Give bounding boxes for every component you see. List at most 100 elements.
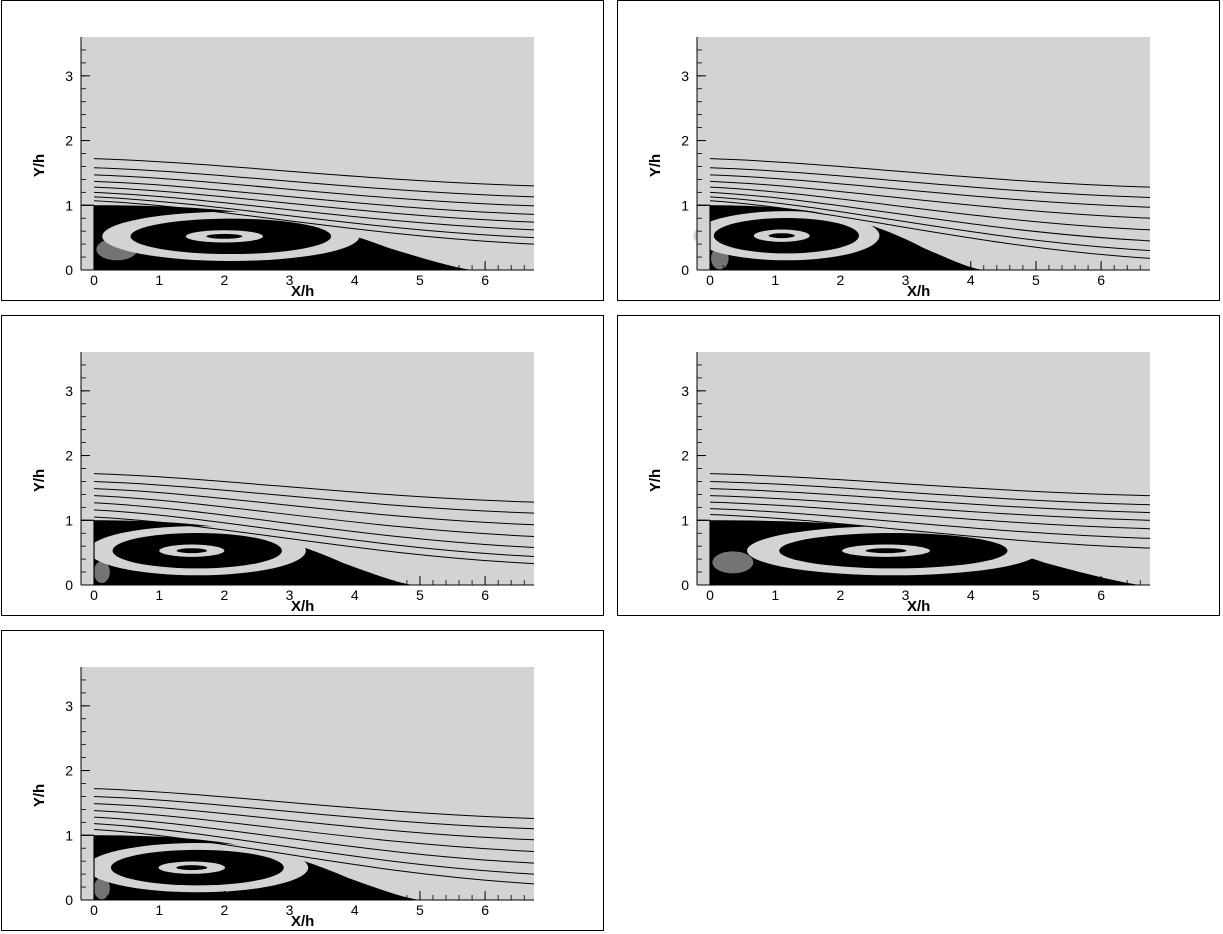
secondary-vortex — [711, 247, 729, 270]
streamline — [94, 495, 535, 537]
x-axis-title: X/h — [907, 283, 930, 300]
vortex-core — [206, 233, 243, 239]
x-axis-title: X/h — [291, 913, 314, 930]
x-tick-label: 3 — [902, 587, 910, 603]
y-tick-label: 0 — [681, 577, 689, 593]
streamline — [710, 180, 1151, 219]
y-tick-label: 3 — [681, 68, 689, 84]
streamline — [710, 191, 1151, 242]
y-tick-label: 3 — [65, 68, 73, 84]
reattachment-streamline — [289, 888, 414, 901]
vortex-core — [176, 548, 208, 554]
x-tick-label: 4 — [967, 587, 975, 603]
x-tick-label: 0 — [90, 272, 98, 288]
streamline — [94, 828, 535, 885]
y-tick-label: 3 — [681, 383, 689, 399]
x-tick-label: 1 — [771, 587, 779, 603]
streamline — [94, 200, 535, 245]
y-axis-title: Y/h — [647, 469, 664, 492]
x-tick-label: 6 — [481, 587, 489, 603]
plot-panel-5: 0 1 2 3 4 5 6 0 1 2 3 X/h Y/h — [1, 630, 604, 931]
streamline — [710, 480, 1151, 506]
streamline — [94, 196, 535, 239]
x-tick-label: 2 — [220, 587, 228, 603]
x-tick-label: 5 — [1032, 272, 1040, 288]
x-tick-label: 4 — [351, 902, 359, 918]
x-tick-label: 4 — [351, 272, 359, 288]
streamline — [94, 488, 535, 526]
streamline — [94, 158, 535, 187]
y-tick-label: 3 — [65, 698, 73, 714]
x-tick-label: 5 — [416, 902, 424, 918]
x-axis-title: X/h — [907, 598, 930, 615]
plot-panel-1: 0 1 2 3 4 5 6 0 1 2 3 X/h Y/h — [1, 0, 604, 301]
streamline — [710, 158, 1151, 188]
x-tick-label: 1 — [155, 587, 163, 603]
streamline — [710, 501, 1151, 530]
secondary-vortex — [96, 238, 138, 261]
streamline — [710, 174, 1151, 208]
x-tick-label: 2 — [836, 272, 844, 288]
x-tick-label: 3 — [902, 272, 910, 288]
streamline — [94, 180, 535, 215]
streamline — [710, 186, 1151, 231]
y-tick-label: 2 — [65, 133, 73, 149]
streamline — [94, 174, 535, 207]
x-tick-label: 4 — [967, 272, 975, 288]
y-tick-label: 2 — [681, 448, 689, 464]
y-tick-label: 0 — [65, 892, 73, 908]
streamline — [94, 509, 535, 558]
secondary-vortex — [93, 877, 110, 900]
vortex-core — [768, 233, 795, 239]
x-tick-label: 6 — [481, 902, 489, 918]
y-axis-title: Y/h — [31, 469, 48, 492]
x-tick-label: 1 — [155, 272, 163, 288]
secondary-vortex — [712, 551, 754, 574]
streamline — [94, 803, 535, 841]
streamline — [94, 473, 535, 503]
y-tick-label: 2 — [65, 448, 73, 464]
plot-panel-4: 0 1 2 3 4 5 6 0 1 2 3 X/h Y/h — [617, 315, 1220, 616]
x-tick-label: 0 — [706, 587, 714, 603]
x-tick-label: 6 — [1097, 587, 1105, 603]
streamline — [710, 495, 1151, 521]
streamline — [94, 810, 535, 852]
y-axis-title: Y/h — [647, 154, 664, 177]
y-tick-label: 1 — [681, 197, 689, 213]
streamline — [710, 473, 1151, 497]
y-tick-label: 2 — [65, 763, 73, 779]
streamline — [710, 200, 1151, 259]
streamline — [710, 508, 1151, 539]
y-tick-label: 0 — [681, 262, 689, 278]
streamline — [94, 167, 535, 198]
x-tick-label: 3 — [286, 902, 294, 918]
x-tick-label: 0 — [90, 587, 98, 603]
x-tick-label: 5 — [416, 272, 424, 288]
y-tick-label: 2 — [681, 133, 689, 149]
streamline — [710, 488, 1151, 514]
x-tick-label: 6 — [481, 272, 489, 288]
streamline — [94, 186, 535, 223]
y-tick-label: 0 — [65, 577, 73, 593]
x-axis-title: X/h — [291, 598, 314, 615]
y-tick-label: 1 — [65, 827, 73, 843]
y-tick-label: 3 — [65, 383, 73, 399]
streamline — [94, 191, 535, 231]
x-axis-title: X/h — [291, 283, 314, 300]
vortex-core — [865, 548, 907, 554]
streamline — [94, 823, 535, 875]
y-tick-label: 1 — [681, 512, 689, 528]
x-tick-label: 0 — [90, 902, 98, 918]
x-tick-label: 5 — [416, 587, 424, 603]
streamline — [94, 502, 535, 548]
streamline — [94, 788, 535, 819]
streamline — [710, 513, 1151, 549]
y-tick-label: 0 — [65, 262, 73, 278]
streamline — [710, 196, 1151, 252]
y-axis-title: Y/h — [31, 784, 48, 807]
